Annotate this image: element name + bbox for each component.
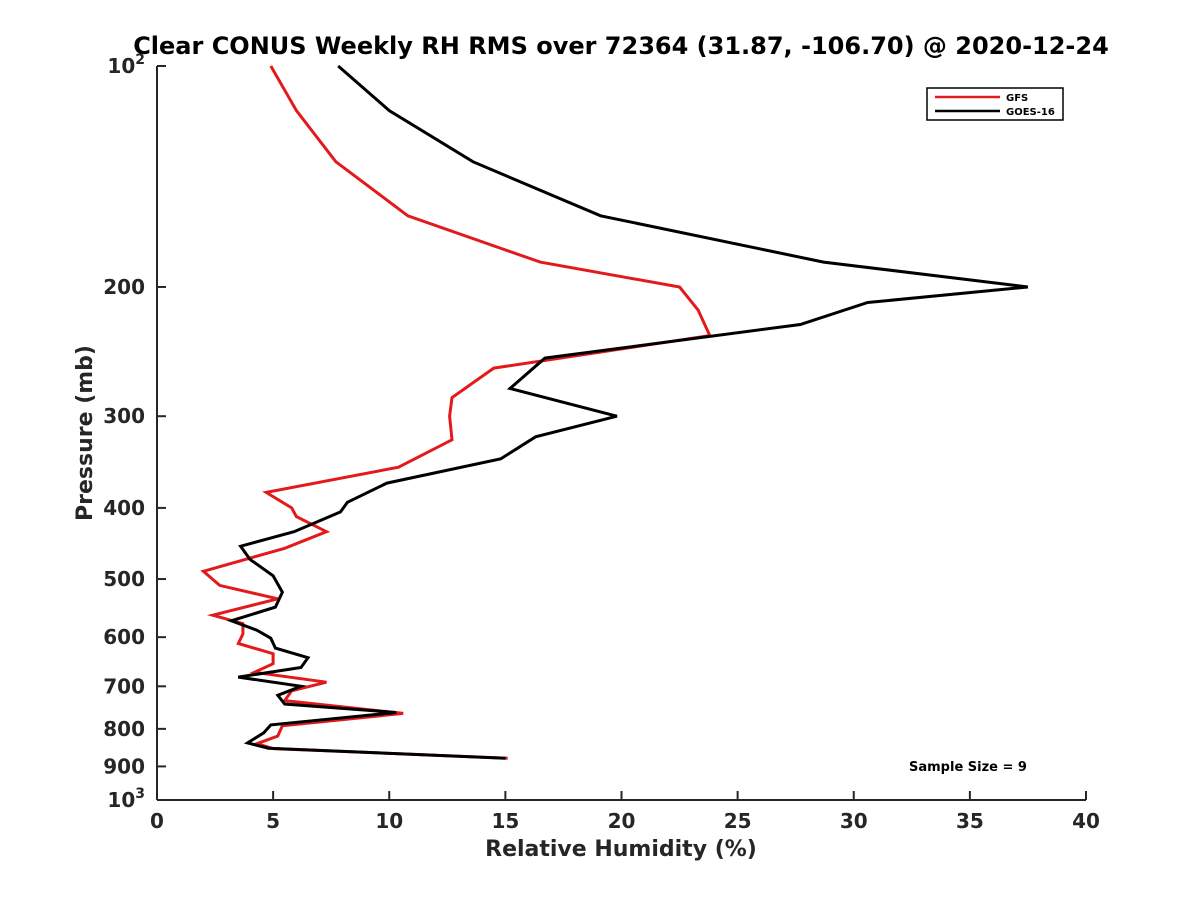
y-tick-label: 600 <box>103 625 145 649</box>
y-tick-label: 103 <box>107 786 145 812</box>
x-tick-label: 35 <box>956 809 984 833</box>
y-tick-label: 700 <box>103 674 145 698</box>
series-line-gfs <box>200 65 712 760</box>
series-line-goes16 <box>226 64 1029 760</box>
y-axis-label: Pressure (mb) <box>73 345 98 521</box>
x-tick-label: 30 <box>840 809 868 833</box>
y-ticks: 102 200 300 400 500 600 700 800 900 103 <box>103 52 166 812</box>
x-ticks: 0 5 10 15 20 25 30 35 40 <box>150 791 1100 833</box>
chart-title: Clear CONUS Weekly RH RMS over 72364 (31… <box>133 32 1109 60</box>
x-tick-label: 0 <box>150 809 164 833</box>
legend-label-gfs: GFS <box>1006 93 1028 104</box>
sample-size-annotation: Sample Size = 9 <box>909 760 1027 775</box>
y-tick-label: 200 <box>103 275 145 299</box>
y-tick-label: 500 <box>103 567 145 591</box>
y-tick-label: 102 <box>107 52 145 78</box>
y-tick-label: 400 <box>103 496 145 520</box>
x-tick-label: 20 <box>608 809 636 833</box>
x-tick-label: 25 <box>724 809 752 833</box>
x-axis-label: Relative Humidity (%) <box>485 837 757 862</box>
x-tick-label: 5 <box>266 809 280 833</box>
plot-lines <box>200 64 1029 760</box>
legend-label-goes16: GOES-16 <box>1006 107 1055 118</box>
y-tick-label: 800 <box>103 717 145 741</box>
x-tick-label: 15 <box>491 809 519 833</box>
x-tick-label: 40 <box>1072 809 1100 833</box>
legend: GFS GOES-16 <box>926 87 1064 121</box>
legend-box <box>926 87 1064 121</box>
x-tick-label: 10 <box>375 809 403 833</box>
y-tick-label: 900 <box>103 754 145 778</box>
y-tick-label: 300 <box>103 404 145 428</box>
